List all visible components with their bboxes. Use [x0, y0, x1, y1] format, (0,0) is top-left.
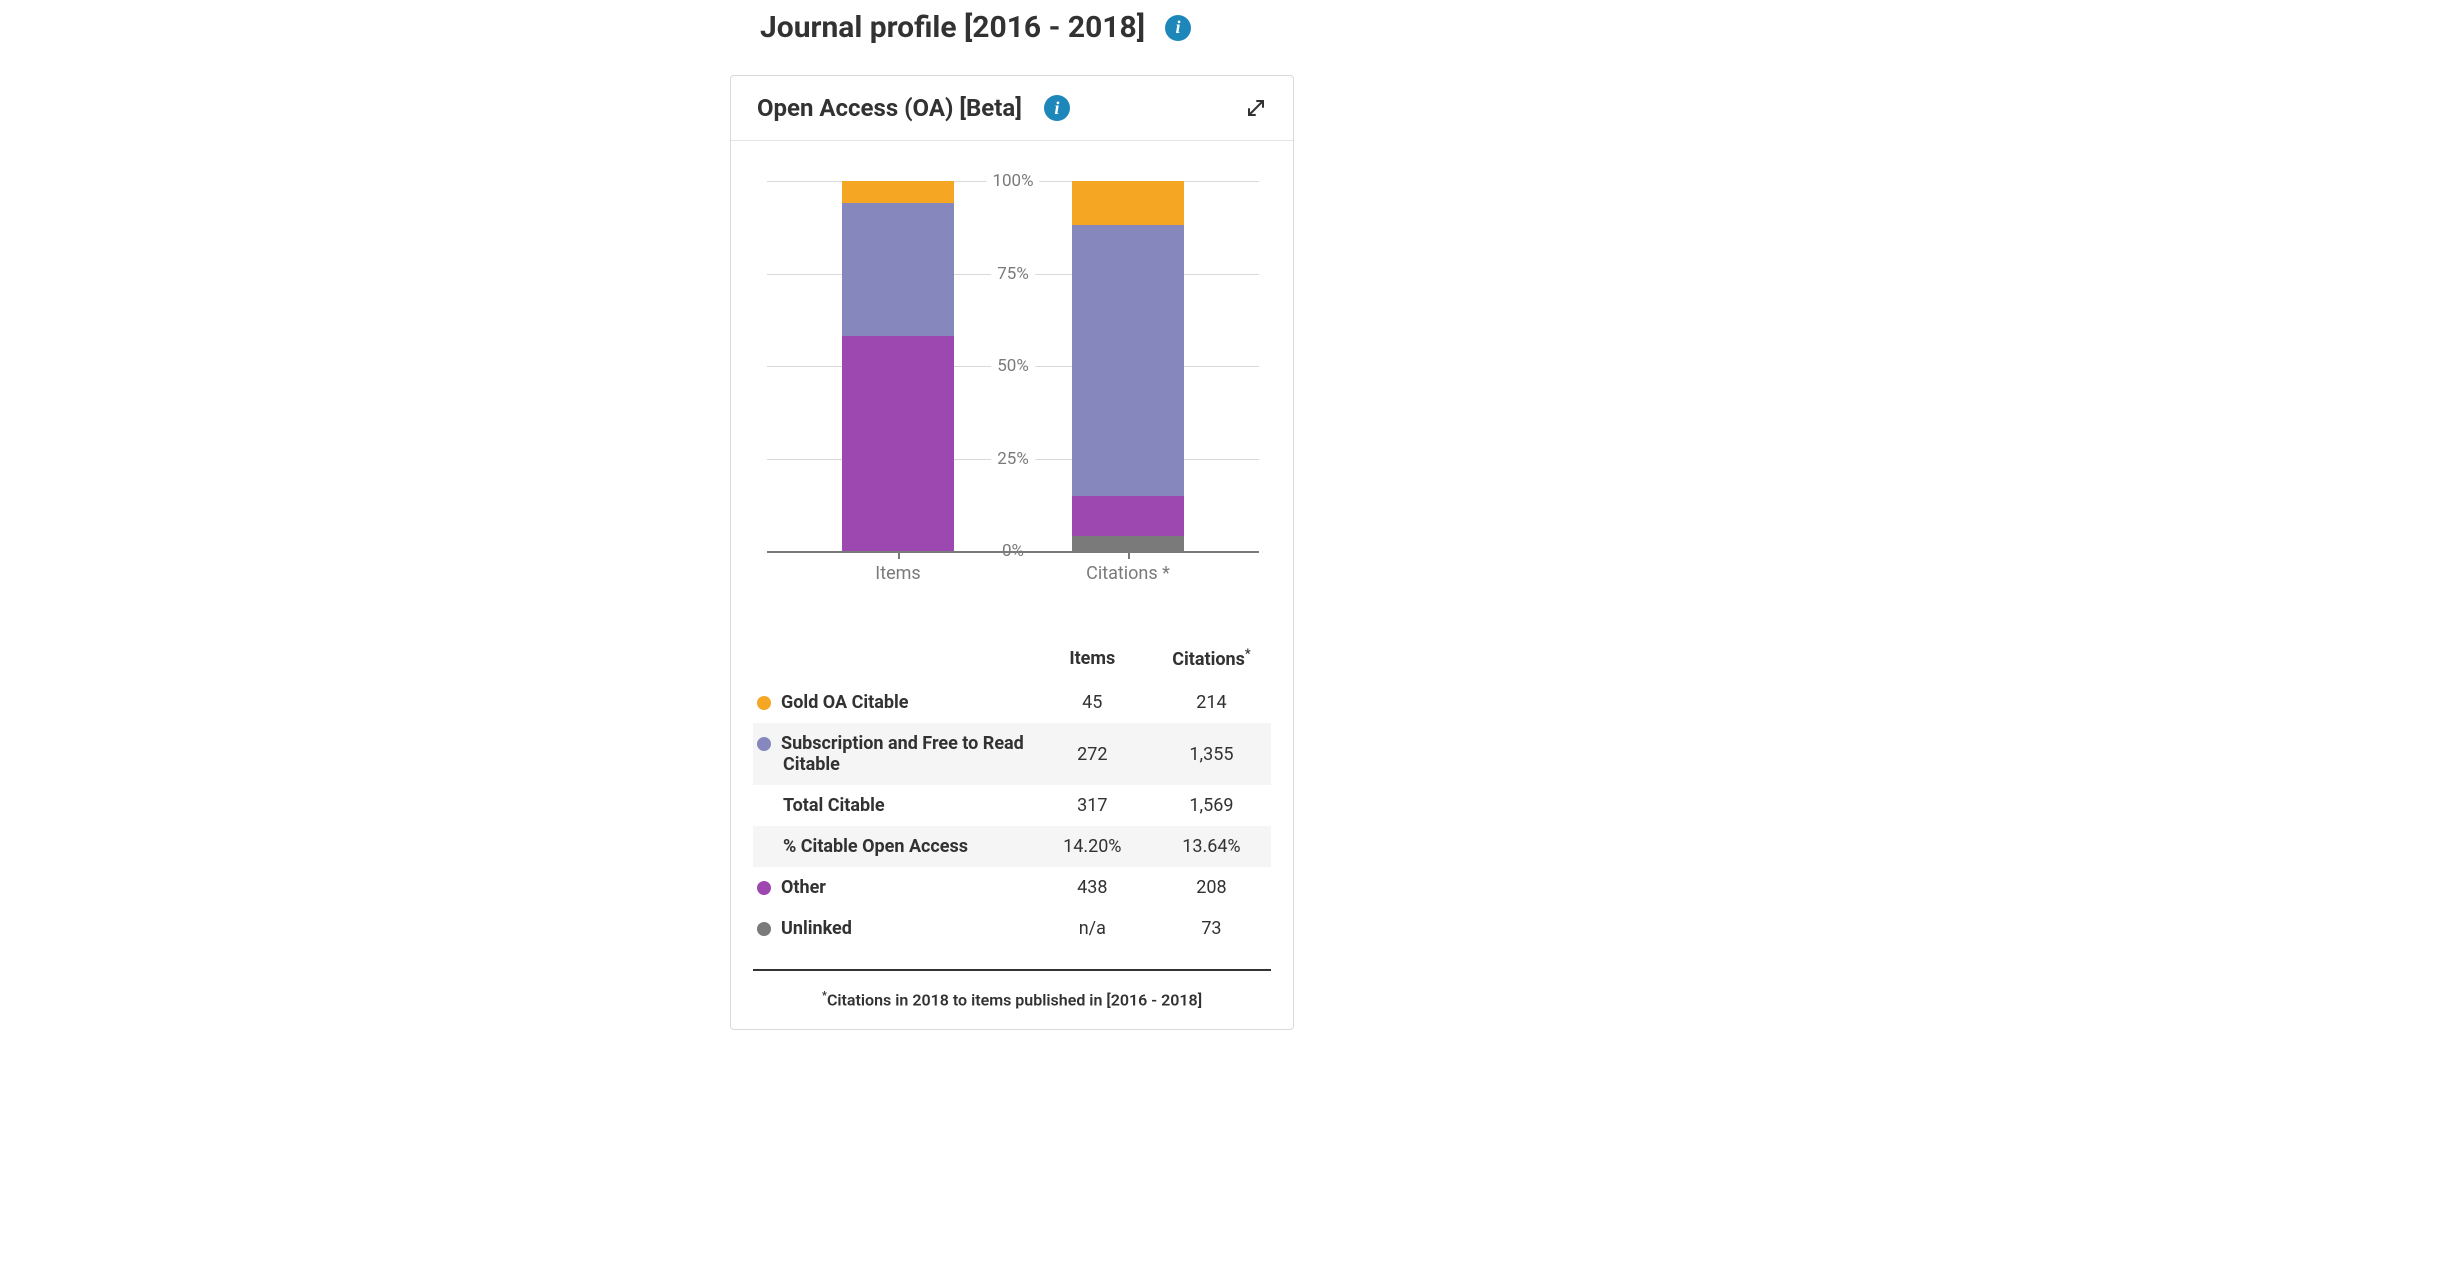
citations-value: 1,569 — [1152, 785, 1271, 826]
citations-value: 1,355 — [1152, 723, 1271, 785]
bar-group: Items — [842, 181, 954, 551]
citations-value: 13.64% — [1152, 826, 1271, 867]
y-axis-label: 50% — [991, 356, 1035, 376]
table-row: Subscription and Free to Read Citable272… — [753, 723, 1271, 785]
legend-swatch — [757, 881, 771, 895]
table-divider — [753, 949, 1271, 970]
table-row: Unlinkedn/a73 — [753, 908, 1271, 949]
table-header-cell — [753, 639, 1033, 682]
items-value: 438 — [1033, 867, 1152, 908]
table-row: Other438208 — [753, 867, 1271, 908]
footnote-text: Citations in 2018 to items published in … — [827, 990, 1202, 1009]
footnote: *Citations in 2018 to items published in… — [731, 979, 1293, 1029]
citations-value: 73 — [1152, 908, 1271, 949]
info-icon[interactable]: i — [1044, 95, 1070, 121]
bar-segment — [1072, 496, 1184, 537]
page-title: Journal profile [2016 - 2018] — [760, 10, 1145, 45]
items-value: 45 — [1033, 682, 1152, 723]
table-row: % Citable Open Access14.20%13.64% — [753, 826, 1271, 867]
row-label: Subscription and Free to Read Citable — [753, 723, 1033, 785]
bar-segment — [1072, 225, 1184, 495]
table-row: Total Citable3171,569 — [753, 785, 1271, 826]
bar-group: Citations * — [1072, 181, 1184, 551]
legend-swatch — [757, 696, 771, 710]
table-row: Gold OA Citable45214 — [753, 682, 1271, 723]
x-tick — [1128, 551, 1130, 559]
baseline — [767, 551, 1259, 553]
row-label: Total Citable — [753, 785, 1033, 826]
expand-icon[interactable] — [1245, 97, 1267, 119]
x-tick — [898, 551, 900, 559]
items-value: 317 — [1033, 785, 1152, 826]
row-label: % Citable Open Access — [753, 826, 1033, 867]
table-header-row: ItemsCitations* — [753, 639, 1271, 682]
items-value: n/a — [1033, 908, 1152, 949]
items-value: 272 — [1033, 723, 1152, 785]
items-value: 14.20% — [1033, 826, 1152, 867]
x-axis-label: Items — [875, 563, 920, 584]
table-area: ItemsCitations*Gold OA Citable45214Subsc… — [731, 609, 1293, 979]
page-root: Journal profile [2016 - 2018] i Open Acc… — [0, 0, 2460, 1286]
table-header-cell: Items — [1033, 639, 1152, 682]
citations-value: 214 — [1152, 682, 1271, 723]
y-axis-label: 100% — [986, 171, 1039, 191]
bar-segment — [842, 181, 954, 203]
open-access-card: Open Access (OA) [Beta] i 0%25%50%75%100… — [730, 75, 1294, 1030]
chart-area: 0%25%50%75%100%ItemsCitations * — [731, 141, 1293, 609]
bar-segment — [842, 203, 954, 336]
bar-segment — [1072, 181, 1184, 225]
x-axis-label: Citations * — [1086, 563, 1170, 584]
legend-swatch — [757, 922, 771, 936]
card-header: Open Access (OA) [Beta] i — [731, 76, 1293, 141]
data-table: ItemsCitations*Gold OA Citable45214Subsc… — [753, 639, 1271, 971]
citations-value: 208 — [1152, 867, 1271, 908]
info-icon[interactable]: i — [1165, 15, 1191, 41]
card-title: Open Access (OA) [Beta] — [757, 94, 1022, 122]
row-label: Other — [753, 867, 1033, 908]
y-axis-label: 25% — [991, 449, 1035, 469]
stacked-bar-chart: 0%25%50%75%100%ItemsCitations * — [753, 181, 1273, 591]
bar-segment — [842, 336, 954, 551]
page-title-row: Journal profile [2016 - 2018] i — [760, 10, 2460, 45]
bar-segment — [1072, 536, 1184, 551]
row-label: Unlinked — [753, 908, 1033, 949]
table-header-cell: Citations* — [1152, 639, 1271, 682]
y-axis-label: 75% — [991, 264, 1035, 284]
legend-swatch — [757, 737, 771, 751]
row-label: Gold OA Citable — [753, 682, 1033, 723]
